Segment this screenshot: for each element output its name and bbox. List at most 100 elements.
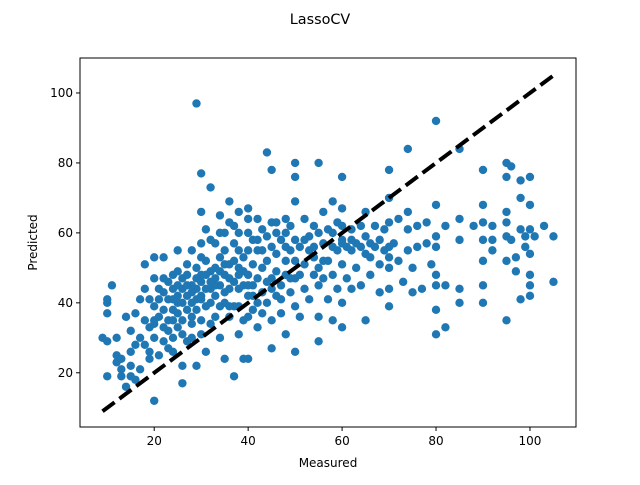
data-point xyxy=(206,298,215,308)
data-point xyxy=(516,295,525,304)
data-point xyxy=(309,270,319,280)
data-point xyxy=(201,284,211,294)
data-point xyxy=(337,204,347,213)
points-layer xyxy=(98,99,558,405)
data-point xyxy=(525,225,535,234)
data-point xyxy=(131,375,140,384)
data-point xyxy=(112,333,121,343)
data-point xyxy=(525,270,535,280)
data-point xyxy=(469,221,478,231)
data-point xyxy=(502,172,511,182)
data-point xyxy=(262,298,272,308)
data-point xyxy=(502,316,511,325)
data-point xyxy=(384,165,394,175)
x-tick-label: 20 xyxy=(147,434,162,448)
data-point xyxy=(337,260,347,269)
data-point xyxy=(488,221,497,231)
data-point xyxy=(380,225,389,234)
data-point xyxy=(455,284,464,294)
data-point xyxy=(478,200,488,210)
data-point xyxy=(225,218,234,227)
data-point xyxy=(135,333,145,343)
data-point xyxy=(314,312,323,322)
data-point xyxy=(431,232,441,241)
data-point xyxy=(525,291,535,301)
data-point xyxy=(206,183,215,192)
data-point xyxy=(290,197,300,206)
data-point xyxy=(258,309,267,318)
data-point xyxy=(243,246,253,255)
data-point xyxy=(131,340,140,350)
data-point xyxy=(281,228,290,238)
data-point xyxy=(431,116,441,126)
data-point xyxy=(145,295,154,304)
x-tick-label: 40 xyxy=(241,434,256,448)
reference-line xyxy=(101,73,555,413)
data-point xyxy=(549,232,558,241)
data-point xyxy=(502,218,511,227)
data-point xyxy=(196,239,206,248)
data-point xyxy=(220,260,229,269)
data-point xyxy=(328,228,337,238)
data-point xyxy=(521,242,530,252)
data-point xyxy=(103,372,112,381)
data-point xyxy=(159,337,168,346)
data-point xyxy=(145,347,154,356)
data-point xyxy=(319,207,328,217)
data-point xyxy=(140,316,150,325)
data-point xyxy=(253,214,262,224)
x-axis: 20 40 60 80 100 xyxy=(147,427,541,448)
y-tick-label: 100 xyxy=(50,86,73,100)
data-point xyxy=(478,281,488,290)
data-point xyxy=(337,239,347,248)
data-point xyxy=(328,316,337,325)
data-point xyxy=(319,256,328,266)
data-point xyxy=(243,204,253,213)
data-point xyxy=(229,239,239,248)
data-point xyxy=(281,214,290,224)
data-point xyxy=(347,235,356,245)
data-point xyxy=(243,281,253,290)
data-point xyxy=(521,232,530,241)
data-point xyxy=(290,302,300,311)
data-point xyxy=(196,253,206,262)
data-point xyxy=(182,260,192,269)
data-point xyxy=(516,176,525,185)
data-point xyxy=(234,330,243,339)
data-point xyxy=(225,302,234,311)
y-axis: 20 40 60 80 100 xyxy=(50,86,80,380)
data-point xyxy=(103,309,112,318)
data-point xyxy=(356,281,366,290)
data-point xyxy=(319,274,328,283)
data-point xyxy=(182,281,192,290)
data-point xyxy=(431,330,441,339)
data-point xyxy=(206,235,215,245)
data-point xyxy=(314,228,323,238)
data-point xyxy=(187,288,196,297)
data-point xyxy=(187,319,196,329)
data-point xyxy=(103,337,112,346)
data-point xyxy=(107,281,117,290)
data-point xyxy=(234,207,243,217)
x-tick-label: 80 xyxy=(428,434,443,448)
data-point xyxy=(173,246,182,255)
data-point xyxy=(258,263,267,273)
data-point xyxy=(140,260,150,269)
data-point xyxy=(182,305,192,315)
data-point xyxy=(211,291,220,301)
data-point xyxy=(286,288,295,297)
data-point xyxy=(262,148,272,157)
data-point xyxy=(506,235,516,245)
data-point xyxy=(337,323,347,332)
data-point xyxy=(356,242,366,252)
data-point xyxy=(243,228,253,238)
data-point xyxy=(201,225,211,234)
data-point xyxy=(220,246,229,255)
data-point xyxy=(131,309,140,318)
data-point xyxy=(234,228,243,238)
data-point xyxy=(375,260,384,269)
data-point xyxy=(502,207,511,217)
data-point xyxy=(239,253,248,262)
data-point xyxy=(549,277,558,287)
